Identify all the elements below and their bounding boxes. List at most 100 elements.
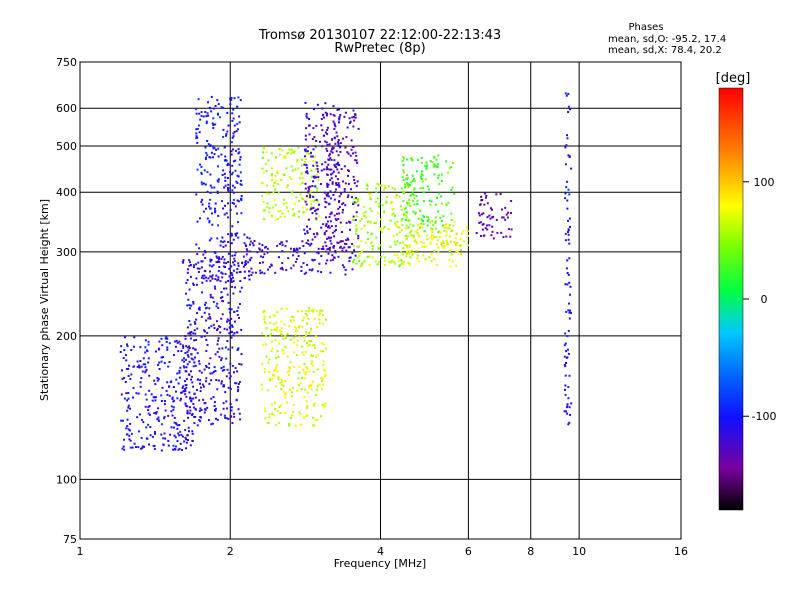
echo-point — [199, 416, 202, 418]
echo-point — [337, 154, 340, 157]
echo-point — [216, 260, 219, 263]
echo-point — [414, 212, 417, 215]
echo-point — [204, 301, 207, 304]
echo-point — [352, 145, 355, 148]
echo-point — [477, 212, 480, 215]
echo-point — [297, 255, 300, 257]
echo-point — [413, 197, 416, 200]
echo-point — [567, 231, 569, 233]
echo-point — [375, 187, 378, 190]
echo-point — [244, 244, 247, 247]
echo-point — [195, 108, 198, 111]
echo-point — [311, 310, 314, 313]
echo-point — [303, 363, 306, 366]
echo-point — [380, 228, 382, 231]
echo-point — [326, 220, 329, 223]
echo-point — [394, 262, 397, 265]
echo-point — [304, 138, 307, 141]
echo-point — [223, 159, 226, 162]
echo-point — [316, 388, 319, 391]
echo-point — [211, 212, 213, 215]
echo-point — [364, 241, 367, 244]
echo-point — [173, 354, 175, 356]
echo-point — [223, 146, 226, 149]
echo-point — [433, 163, 436, 166]
echo-point — [196, 389, 198, 391]
echo-point — [325, 224, 327, 227]
echo-point — [319, 140, 321, 143]
echo-point — [271, 377, 274, 380]
echo-point — [566, 335, 569, 338]
echo-point — [402, 213, 405, 216]
echo-point — [482, 223, 485, 226]
echo-point — [369, 196, 372, 199]
echo-point — [214, 370, 217, 372]
echo-point — [205, 364, 208, 367]
echo-point — [416, 199, 419, 202]
echo-point — [205, 207, 207, 210]
echo-point — [226, 130, 229, 133]
echo-point — [328, 215, 331, 218]
echo-point — [147, 343, 150, 346]
echo-point — [301, 377, 303, 379]
echo-point — [127, 397, 130, 400]
echo-point — [369, 220, 372, 223]
echo-point — [324, 161, 327, 164]
echo-point — [225, 262, 228, 265]
echo-point — [178, 376, 181, 379]
echo-point — [366, 220, 369, 223]
echo-point — [564, 239, 567, 242]
echo-point — [324, 111, 327, 114]
echo-point — [231, 201, 234, 204]
echo-point — [188, 373, 190, 376]
echo-point — [248, 237, 251, 240]
echo-point — [418, 235, 421, 238]
echo-point — [315, 217, 318, 220]
echo-point — [265, 327, 268, 330]
echo-point — [441, 224, 444, 227]
echo-point — [408, 253, 411, 255]
echo-point — [300, 173, 303, 176]
echo-point — [465, 226, 468, 229]
echo-point — [233, 332, 236, 335]
echo-point — [189, 444, 192, 447]
echo-point — [236, 105, 239, 108]
echo-point — [311, 185, 314, 187]
echo-point — [308, 268, 311, 271]
echo-point — [420, 240, 423, 243]
echo-point — [450, 230, 453, 232]
echo-point — [377, 212, 380, 215]
echo-point — [196, 253, 199, 256]
echo-point — [209, 156, 212, 159]
echo-point — [337, 141, 339, 143]
echo-point — [195, 193, 198, 196]
echo-point — [237, 221, 239, 224]
echo-point — [278, 153, 281, 156]
echo-point — [199, 390, 202, 393]
echo-point — [312, 127, 315, 130]
echo-point — [492, 237, 495, 240]
echo-point — [298, 200, 300, 203]
echo-point — [568, 242, 571, 245]
echo-point — [296, 389, 299, 392]
echo-point — [357, 127, 360, 130]
echo-point — [301, 177, 304, 179]
echo-point — [312, 148, 315, 151]
echo-point — [215, 379, 218, 381]
echo-point — [239, 303, 241, 305]
echo-point — [236, 174, 239, 177]
echo-point — [442, 215, 445, 218]
echo-point — [197, 98, 200, 101]
echo-point — [309, 327, 312, 330]
echo-point — [313, 108, 315, 111]
y-tick-label: 500 — [56, 140, 77, 153]
echo-point — [307, 124, 310, 127]
echo-point — [326, 184, 329, 186]
echo-point — [317, 270, 320, 273]
echo-point — [292, 254, 295, 257]
echo-point — [303, 272, 306, 275]
echo-point — [403, 157, 405, 160]
echo-point — [303, 228, 306, 231]
echo-point — [322, 383, 325, 386]
